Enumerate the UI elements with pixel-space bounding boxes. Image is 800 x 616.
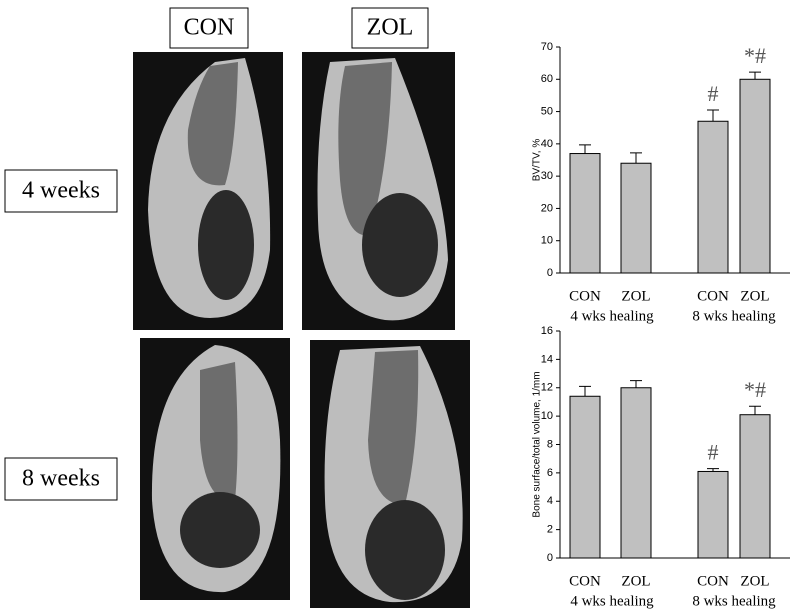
column-label: ZOL [367,15,414,41]
y-tick-label: 60 [541,73,553,85]
significance-mark: # [708,81,719,106]
y-axis-label: Bone surface/total volume, 1/mm [532,371,543,517]
y-tick-label: 6 [547,467,553,479]
error-bar [749,71,761,80]
y-tick-label: 10 [541,410,553,422]
y-tick-label: 14 [541,353,553,365]
y-tick-label: 2 [547,524,553,536]
significance-mark: *# [744,43,766,68]
group-label: 4 wks healing [570,308,654,324]
y-tick-label: 0 [547,552,553,564]
bar [620,387,652,559]
row-label: 4 weeks [22,178,100,204]
group-label: 4 wks healing [570,593,654,609]
label-box [4,169,118,213]
significance-mark: *# [744,377,766,402]
error-bar [707,468,719,472]
y-tick-label: 40 [541,138,553,150]
bar [697,470,729,559]
y-tick-label: 16 [541,325,553,337]
y-tick-label: 30 [541,170,553,182]
x-tick-label: CON [569,288,601,304]
column-label: CON [184,15,235,41]
bar [739,78,771,274]
y-tick-label: 10 [541,235,553,247]
x-tick-label: CON [569,573,601,589]
ct-image [133,52,283,330]
ct-image [310,340,470,608]
y-tick-label: 20 [541,202,553,214]
x-tick-label: CON [697,573,729,589]
error-bar [630,152,642,164]
group-label: 8 wks healing [692,308,776,324]
error-bar [630,380,642,388]
bar [569,153,601,274]
y-tick-label: 8 [547,438,553,450]
bar [739,414,771,559]
group-label: 8 wks healing [692,593,776,609]
row-label: 8 weeks [22,466,100,492]
error-bar [749,405,761,415]
y-tick-label: 12 [541,382,553,394]
x-tick-label: CON [697,288,729,304]
error-bar [707,109,719,122]
x-tick-label: ZOL [740,288,769,304]
y-tick-label: 70 [541,41,553,53]
label-box [169,7,249,49]
x-tick-label: ZOL [621,288,650,304]
y-tick-label: 4 [547,495,553,507]
significance-mark: # [708,440,719,465]
ct-image [302,52,455,330]
ct-image [140,338,290,600]
bar [697,120,729,274]
x-tick-label: ZOL [621,573,650,589]
label-box [4,457,118,501]
bar [620,162,652,274]
y-tick-label: 0 [547,267,553,279]
x-tick-label: ZOL [740,573,769,589]
y-axis-label: BV/TV, % [532,139,543,182]
error-bar [579,144,591,154]
bar [569,395,601,559]
label-box [351,7,429,49]
y-tick-label: 50 [541,105,553,117]
error-bar [579,385,591,397]
